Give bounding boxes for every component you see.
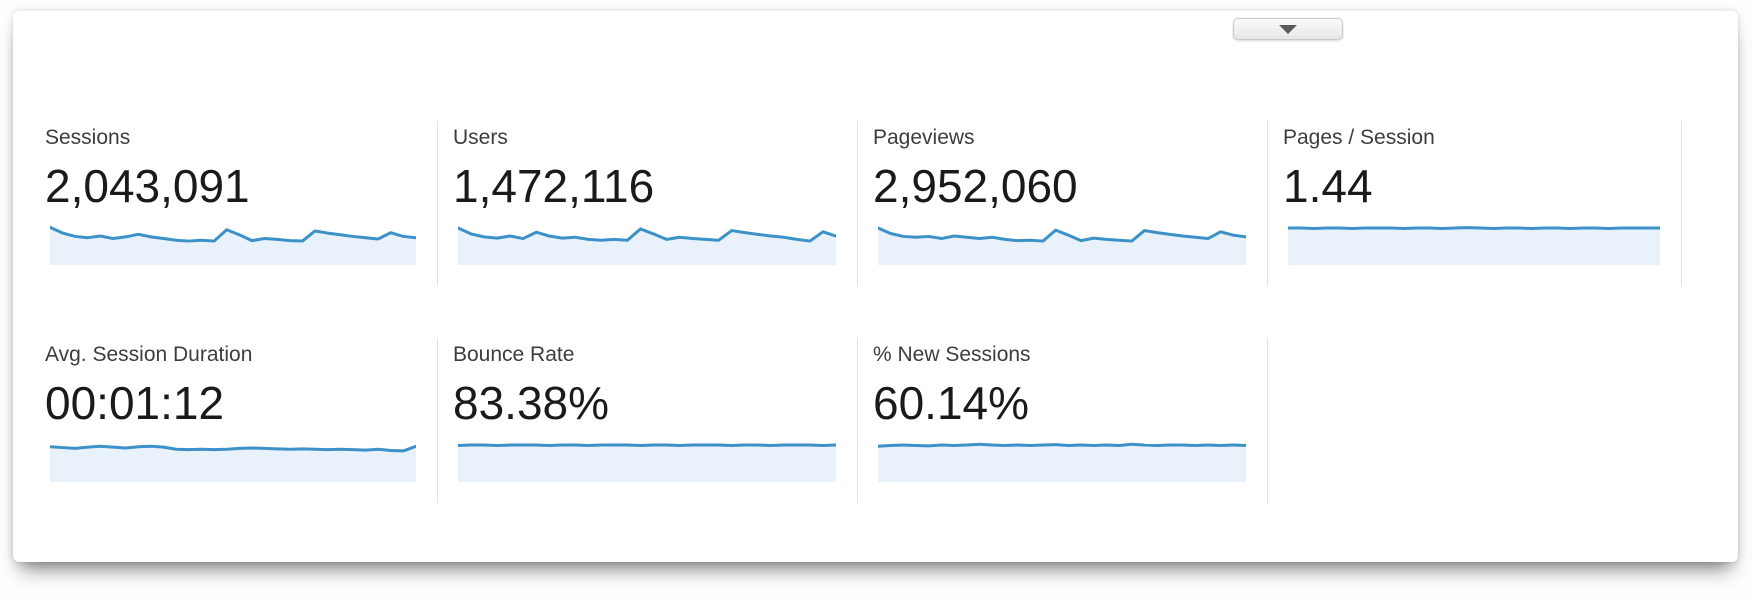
chevron-down-icon: [1279, 24, 1297, 34]
metric-label: % New Sessions: [873, 343, 1031, 366]
sparkline-chart: [458, 440, 836, 482]
metric-card-sessions: Sessions 2,043,091: [30, 121, 438, 286]
metric-card-pageviews: Pageviews 2,952,060: [858, 121, 1268, 286]
metrics-panel: Sessions 2,043,091 Users 1,472,116 Pagev…: [13, 10, 1738, 562]
metric-label: Pageviews: [873, 126, 975, 149]
metric-value: 2,043,091: [45, 160, 250, 212]
metric-label: Pages / Session: [1283, 126, 1435, 149]
metric-card-avg-session-duration: Avg. Session Duration 00:01:12: [30, 338, 438, 503]
sparkline-chart: [50, 223, 416, 265]
sparkline-chart: [1288, 223, 1660, 265]
metric-value: 83.38%: [453, 377, 610, 429]
metric-label: Avg. Session Duration: [45, 343, 253, 366]
metric-value: 1.44: [1283, 160, 1373, 212]
sparkline-chart: [878, 223, 1246, 265]
metric-value: 00:01:12: [45, 377, 225, 429]
metric-value: 2,952,060: [873, 160, 1078, 212]
metric-card-new-sessions: % New Sessions 60.14%: [858, 338, 1268, 503]
metric-card-bounce-rate: Bounce Rate 83.38%: [438, 338, 858, 503]
sparkline-chart: [878, 440, 1246, 482]
metrics-row-2: Avg. Session Duration 00:01:12 Bounce Ra…: [30, 338, 1682, 503]
metric-card-users: Users 1,472,116: [438, 121, 858, 286]
metric-value: 60.14%: [873, 377, 1030, 429]
metric-card-empty: [1268, 338, 1682, 503]
sparkline-chart: [458, 223, 836, 265]
sparkline-chart: [50, 440, 416, 482]
metrics-row-1: Sessions 2,043,091 Users 1,472,116 Pagev…: [30, 121, 1682, 286]
collapse-panel-button[interactable]: [1233, 18, 1343, 40]
metric-card-pages-session: Pages / Session 1.44: [1268, 121, 1682, 286]
metric-label: Bounce Rate: [453, 343, 575, 366]
metric-label: Sessions: [45, 126, 131, 149]
metric-value: 1,472,116: [453, 160, 655, 212]
metric-label: Users: [453, 126, 508, 149]
